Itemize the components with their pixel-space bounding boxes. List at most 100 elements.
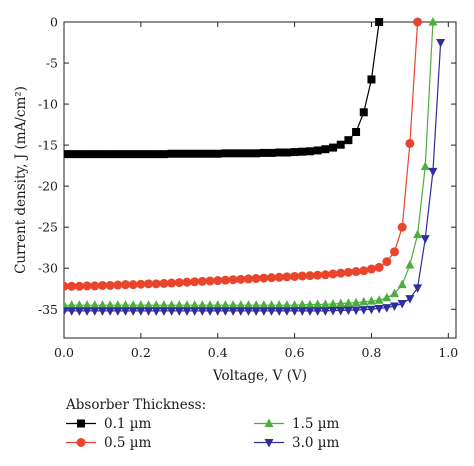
data-point	[113, 150, 122, 159]
data-point	[67, 281, 77, 291]
data-point	[290, 307, 300, 316]
data-point	[64, 300, 69, 309]
data-point	[74, 300, 84, 309]
data-point	[274, 300, 284, 309]
y-tick-label: -5	[46, 56, 58, 71]
data-point	[397, 279, 407, 289]
data-point	[298, 147, 307, 156]
data-point	[190, 307, 200, 316]
data-point	[136, 300, 146, 309]
data-point	[259, 148, 268, 157]
data-point	[228, 275, 238, 285]
data-point	[129, 150, 138, 159]
data-point	[105, 300, 115, 309]
data-point	[97, 307, 107, 316]
data-point	[90, 307, 100, 316]
y-axis: 0 -5 -10 -15 -20 -25 -30 -35	[38, 15, 456, 317]
x-tick-label: 0.0	[54, 345, 74, 360]
data-point	[282, 148, 291, 157]
legend-marker	[264, 418, 274, 427]
legend: 0.1 µm 0.5 µm 1.5 µm 3.0 µm	[66, 416, 340, 451]
data-point	[305, 271, 315, 281]
data-point	[244, 149, 253, 158]
data-point	[64, 307, 69, 316]
data-point	[259, 273, 269, 283]
data-point	[128, 280, 138, 290]
data-point	[313, 299, 323, 308]
legend-marker	[264, 439, 274, 448]
data-point	[198, 149, 207, 158]
x-tick-label: 0.4	[208, 345, 228, 360]
series-line	[64, 21, 434, 306]
data-point	[405, 138, 415, 148]
data-point	[366, 305, 376, 315]
legend-marker	[77, 419, 85, 428]
legend-label: 3.0 µm	[292, 435, 340, 451]
data-point	[90, 150, 99, 159]
data-point	[359, 108, 368, 117]
data-point	[159, 278, 169, 288]
data-point	[205, 276, 215, 286]
data-point	[305, 147, 314, 156]
data-point	[297, 307, 307, 316]
data-point	[328, 269, 338, 279]
data-point	[228, 307, 238, 316]
data-point	[182, 277, 192, 287]
data-point	[290, 300, 300, 309]
data-point	[144, 300, 154, 309]
data-point	[220, 300, 230, 309]
data-point	[259, 300, 269, 309]
data-point	[336, 298, 346, 308]
x-tick-label: 1.0	[438, 345, 458, 360]
data-point	[297, 299, 307, 309]
data-point	[105, 280, 115, 290]
data-point	[105, 307, 115, 316]
data-point	[320, 270, 330, 280]
data-point	[64, 150, 68, 159]
legend-label: 0.1 µm	[104, 416, 152, 432]
data-point	[343, 267, 353, 277]
legend-item: 0.1 µm	[66, 416, 152, 432]
data-point	[313, 270, 323, 280]
data-point	[328, 298, 338, 308]
y-tick-label: -35	[38, 302, 58, 317]
x-tick-label: 0.6	[285, 345, 305, 360]
data-point	[251, 273, 261, 283]
data-point	[220, 275, 230, 285]
data-point	[167, 307, 177, 316]
data-point	[352, 127, 361, 136]
data-point	[413, 229, 423, 239]
data-point	[236, 274, 246, 284]
data-point	[182, 149, 191, 158]
data-point	[190, 277, 200, 287]
data-point	[336, 307, 346, 316]
data-point	[320, 307, 330, 316]
data-point	[167, 149, 176, 158]
data-point	[97, 280, 107, 290]
data-point	[205, 300, 215, 309]
data-point	[290, 271, 300, 281]
data-point	[221, 149, 230, 158]
x-tick-label: 0.2	[131, 345, 151, 360]
data-point	[152, 150, 161, 159]
y-tick-label: -10	[38, 97, 58, 112]
data-point	[282, 272, 292, 282]
data-point	[420, 235, 430, 244]
y-tick-label: -20	[38, 179, 58, 194]
data-point	[82, 281, 92, 291]
data-point	[413, 17, 423, 27]
data-point	[243, 307, 253, 316]
plot-frame	[63, 21, 457, 339]
data-point	[120, 280, 130, 290]
data-point	[282, 307, 292, 316]
data-point	[413, 284, 423, 293]
data-point	[359, 266, 369, 276]
data-point	[64, 281, 69, 291]
data-point	[321, 145, 330, 154]
data-point	[366, 264, 376, 274]
data-point	[75, 150, 84, 159]
legend-item: 3.0 µm	[254, 435, 340, 451]
data-point	[267, 307, 277, 316]
data-point	[136, 279, 146, 289]
